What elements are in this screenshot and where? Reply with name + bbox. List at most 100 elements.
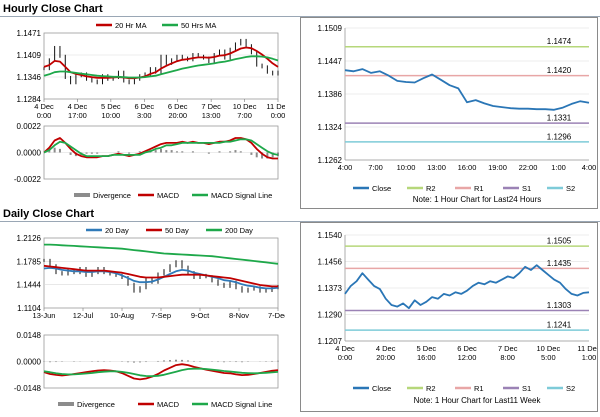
svg-hourly-pivot-x-tick-label: 4:00 bbox=[582, 163, 597, 172]
svg-daily-pivot-legend-1-label: R2 bbox=[426, 384, 436, 393]
svg-hourly-price-y-tick-label: 1.1346 bbox=[17, 73, 42, 82]
svg-hourly-pivot-x-tick-label: 1:00 bbox=[551, 163, 566, 172]
svg-daily-pivot-x-tick-label: 6 Dec 12:00 bbox=[457, 344, 477, 362]
svg-daily-pivot-x-tick-label: 4 Dec 0:00 bbox=[335, 344, 355, 362]
svg-daily-price-series-50-day bbox=[43, 264, 278, 288]
svg-daily-pivot-x-tick-label: 4 Dec 20:00 bbox=[376, 344, 396, 362]
svg-hourly-price-y-tick-label: 1.1409 bbox=[17, 51, 42, 60]
svg-daily-macd-y-tick-label: 0.0000 bbox=[17, 358, 42, 367]
svg-daily-price-y-tick-label: 1.1444 bbox=[17, 281, 42, 290]
hourly-pivot-panel: 1.1509 1.1447 1.1386 1.1324 1.1262 4:00 7:00 10… bbox=[300, 17, 598, 209]
svg-daily-pivot-level-label-r1: 1.1435 bbox=[547, 259, 572, 268]
svg-hourly-pivot-level-label-r2: 1.1474 bbox=[547, 37, 572, 46]
svg-daily-pivot-legend-4-label: S2 bbox=[566, 384, 575, 393]
svg-hourly-pivot-legend-2-label: R1 bbox=[474, 184, 484, 193]
svg-hourly-price-x-tick-label: 7 Dec 13:00 bbox=[201, 102, 221, 120]
svg-hourly-price-x-tick-label: 4 Dec 0:00 bbox=[34, 102, 54, 120]
svg-daily-pivot-y-tick-label: 1.1207 bbox=[318, 337, 343, 346]
svg-daily-price-x-tick-label: 12-Jul bbox=[73, 311, 94, 320]
svg-hourly-macd-y-tick-label: 0.0000 bbox=[17, 149, 42, 158]
svg-hourly-macd-macd-line bbox=[43, 137, 278, 160]
svg-hourly-price-series-50-hrs-ma bbox=[43, 55, 279, 79]
svg-hourly-price-legend-1-label: 50 Hrs MA bbox=[181, 21, 216, 30]
hourly-section-title: Hourly Close Chart bbox=[3, 3, 103, 15]
svg-daily-pivot-level-label-s1: 1.1303 bbox=[547, 301, 572, 310]
svg-daily-price-series-200-day bbox=[44, 243, 279, 265]
svg-hourly-pivot-close-line bbox=[344, 68, 590, 111]
hourly-price-panel: 1.1471 1.1409 1.1346 1.1284 4 Dec 0:00 4 Dec 17… bbox=[0, 17, 290, 121]
svg-daily-macd-legend-0-label: Divergence bbox=[77, 400, 115, 409]
svg-daily-pivot-y-tick-label: 1.1456 bbox=[318, 258, 343, 267]
svg-daily-macd-y-tick-label: 0.0148 bbox=[17, 331, 42, 340]
daily-price-panel: 1.2126 1.1785 1.1444 1.1104 13-Jun 12-Jul 10-A… bbox=[0, 222, 289, 330]
svg-daily-macd-legend-1-label: MACD bbox=[157, 400, 180, 409]
svg-hourly-pivot-note: Note: 1 Hour Chart for Last24 Hours bbox=[413, 195, 542, 204]
svg-daily-price-y-tick-label: 1.1785 bbox=[17, 257, 42, 266]
svg-hourly-pivot-legend-4-label: S2 bbox=[566, 184, 575, 193]
svg-daily-pivot-y-tick-label: 1.1540 bbox=[318, 231, 343, 240]
svg-hourly-price-y-tick-label: 1.1471 bbox=[17, 29, 42, 38]
svg-hourly-pivot-x-tick-label: 19:00 bbox=[488, 163, 507, 172]
svg-daily-pivot-legend-2-label: R1 bbox=[474, 384, 484, 393]
svg-hourly-pivot-x-tick-label: 22:00 bbox=[519, 163, 538, 172]
svg-daily-price-y-tick-label: 1.1104 bbox=[17, 304, 41, 313]
svg-daily-macd-legend-2-label: MACD Signal Line bbox=[211, 400, 272, 409]
svg-daily-price-series-20-day bbox=[43, 267, 279, 290]
svg-hourly-macd-signal-line bbox=[43, 138, 279, 157]
svg-hourly-pivot-y-tick-label: 1.1509 bbox=[318, 24, 343, 33]
svg-hourly-pivot-x-tick-label: 10:00 bbox=[397, 163, 416, 172]
svg-hourly-pivot-y-tick-label: 1.1262 bbox=[318, 156, 343, 165]
svg-hourly-price-x-tick-label: 5 Dec 10:00 bbox=[101, 102, 121, 120]
svg-daily-pivot-x-tick-label: 10 Dec 5:00 bbox=[536, 344, 560, 362]
svg-hourly-pivot-level-label-r1: 1.1420 bbox=[547, 66, 572, 75]
svg-hourly-macd-legend-0-label: Divergence bbox=[93, 191, 131, 200]
svg-daily-pivot-close-line bbox=[344, 264, 590, 310]
svg-hourly-price-legend-0-label: 20 Hr MA bbox=[115, 21, 147, 30]
svg-hourly-pivot-legend-0-label: Close bbox=[372, 184, 391, 193]
svg-daily-pivot-note: Note: 1 Hour Chart for Last11 Week bbox=[414, 396, 542, 405]
svg-hourly-price-series-20-hr-ma bbox=[43, 46, 279, 80]
svg-daily-pivot-x-tick-label: 5 Dec 16:00 bbox=[417, 344, 437, 362]
svg-hourly-pivot-legend-1-label: R2 bbox=[426, 184, 436, 193]
hourly-macd-panel: 0.0022 0.0000 -0.0022 Divergence MACD MACD Si… bbox=[0, 121, 285, 203]
svg-daily-price-plot-frame bbox=[43, 237, 279, 309]
svg-hourly-macd-legend-1-label: MACD bbox=[157, 191, 180, 200]
svg-hourly-price-y-tick-label: 1.1284 bbox=[17, 95, 42, 104]
svg-daily-price-legend-2-label: 200 Day bbox=[225, 226, 253, 235]
svg-daily-pivot-legend-3-label: S1 bbox=[522, 384, 531, 393]
svg-hourly-price-x-tick-label: 10 Dec 7:00 bbox=[233, 102, 257, 120]
svg-daily-price-legend-0-label: 20 Day bbox=[105, 226, 129, 235]
svg-daily-pivot-level-label-r2: 1.1505 bbox=[547, 237, 572, 246]
svg-daily-pivot-level-label-s2: 1.1241 bbox=[547, 321, 572, 330]
svg-daily-price-x-tick-label: 7-Dec bbox=[268, 311, 285, 320]
svg-hourly-macd-y-tick-label: -0.0022 bbox=[14, 175, 42, 184]
svg-daily-price-x-tick-label: 7-Sep bbox=[151, 311, 171, 320]
svg-daily-pivot-y-tick-label: 1.1373 bbox=[318, 284, 343, 293]
svg-hourly-pivot-y-tick-label: 1.1324 bbox=[318, 123, 343, 132]
svg-daily-price-x-tick-label: 8-Nov bbox=[229, 311, 249, 320]
hourly-macd-chart: 0.0022 0.0000 -0.0022 Divergence MACD MACD Si… bbox=[14, 122, 279, 200]
svg-hourly-pivot-legend-3-label: S1 bbox=[522, 184, 531, 193]
daily-macd-chart: 0.0148 0.0000 -0.0148 Divergence MACD MACD Si… bbox=[14, 331, 279, 409]
svg-daily-macd-macd-line bbox=[43, 363, 279, 381]
svg-hourly-pivot-y-tick-label: 1.1447 bbox=[318, 57, 343, 66]
svg-hourly-macd-legend-2-label: MACD Signal Line bbox=[211, 191, 272, 200]
svg-hourly-pivot-level-label-s2: 1.1296 bbox=[547, 132, 572, 141]
svg-hourly-macd-y-tick-label: 0.0022 bbox=[17, 122, 42, 131]
daily-title-rule bbox=[0, 221, 600, 222]
daily-macd-panel: 0.0148 0.0000 -0.0148 Divergence MACD MACD Si… bbox=[0, 330, 285, 412]
svg-daily-price-x-tick-label: 9-Oct bbox=[191, 311, 210, 320]
svg-hourly-pivot-level-label-s1: 1.1331 bbox=[547, 114, 572, 123]
svg-daily-macd-signal-line bbox=[43, 367, 279, 378]
daily-section-title: Daily Close Chart bbox=[3, 208, 95, 220]
svg-hourly-pivot-x-tick-label: 13:00 bbox=[427, 163, 446, 172]
hourly-title-rule bbox=[0, 16, 600, 17]
svg-daily-pivot-legend-0-label: Close bbox=[372, 384, 391, 393]
svg-daily-price-legend-1-label: 50 Day bbox=[165, 226, 189, 235]
daily-pivot-panel: 1.1540 1.1456 1.1373 1.1290 1.1207 4 Dec 0:00 4… bbox=[300, 222, 600, 412]
